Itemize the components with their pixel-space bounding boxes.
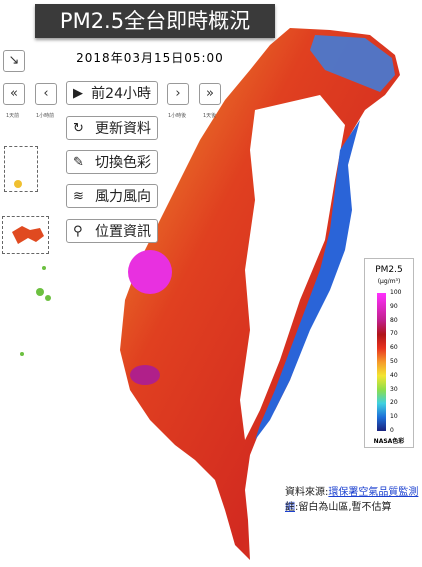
refresh-button[interactable]: ↻ 更新資料	[66, 116, 158, 140]
legend: PM2.5 (μg/m³) 100 90 80 70 60 50 40 30 20 10 0 NAS…	[364, 258, 414, 448]
legend-tick: 20	[390, 399, 398, 407]
north-blue	[310, 35, 395, 92]
outer-islands	[20, 266, 51, 356]
hour-back-button[interactable]: ‹	[35, 83, 57, 105]
penghu	[12, 226, 44, 244]
nav-label: 1小時後	[168, 113, 187, 119]
legend-tick: 90	[390, 302, 398, 310]
title: PM2.5全台即時概況	[35, 4, 275, 38]
hotspot	[130, 365, 160, 385]
datetime: 2018年03月15日05:00	[76, 51, 224, 65]
legend-tick: 100	[390, 289, 402, 296]
island-box	[4, 146, 38, 192]
island-box	[2, 216, 49, 254]
legend-tick: 40	[390, 371, 398, 379]
legend-credit: NASA色彩	[373, 438, 405, 445]
taiwan-east	[255, 120, 360, 440]
legend-title: PM2.5	[375, 265, 403, 275]
legend-tick: 60	[390, 344, 398, 352]
color-button[interactable]: ✎ 切換色彩	[66, 150, 158, 174]
wind-button[interactable]: ≋ 風力風向	[66, 184, 158, 208]
location-button[interactable]: ⚲ 位置資訊	[66, 219, 158, 243]
legend-bar	[377, 293, 386, 431]
mountains	[240, 95, 345, 440]
legend-tick: 30	[390, 385, 398, 393]
legend-unit: (μg/m³)	[377, 278, 401, 285]
button-label: 風力風向	[95, 189, 151, 205]
source-label: 資料來源:	[285, 487, 329, 498]
button-label: 位置資訊	[95, 224, 151, 240]
legend-tick: 10	[390, 413, 398, 421]
button-label: 前24小時	[91, 86, 151, 102]
source-link[interactable]: 環保署空氣品質監測網	[285, 487, 419, 513]
day-back-button[interactable]: «	[3, 83, 25, 105]
legend-tick: 0	[390, 427, 394, 434]
nav-label: 1小時前	[36, 113, 55, 119]
legend-tick: 70	[390, 330, 398, 338]
day-forward-button[interactable]: »	[199, 83, 221, 105]
island	[14, 180, 22, 188]
legend-tick: 80	[390, 316, 398, 324]
hotspot	[128, 250, 172, 294]
nav-label: 1天後	[203, 113, 217, 119]
collapse-button[interactable]: ↘	[3, 50, 25, 72]
source: 資料來源:環保署空氣品質監測網	[285, 483, 422, 513]
button-label: 更新資料	[95, 121, 151, 137]
note: 註:留白為山區,暫不估算	[285, 502, 392, 513]
hour-forward-button[interactable]: ›	[167, 83, 189, 105]
nav-label: 1天前	[6, 113, 20, 119]
play-button[interactable]: ▶ 前24小時	[66, 81, 158, 105]
legend-tick: 50	[390, 358, 398, 365]
button-label: 切換色彩	[95, 155, 151, 171]
